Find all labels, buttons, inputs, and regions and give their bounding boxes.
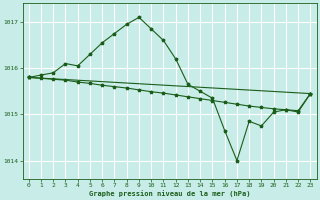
X-axis label: Graphe pression niveau de la mer (hPa): Graphe pression niveau de la mer (hPa) [89, 190, 250, 197]
